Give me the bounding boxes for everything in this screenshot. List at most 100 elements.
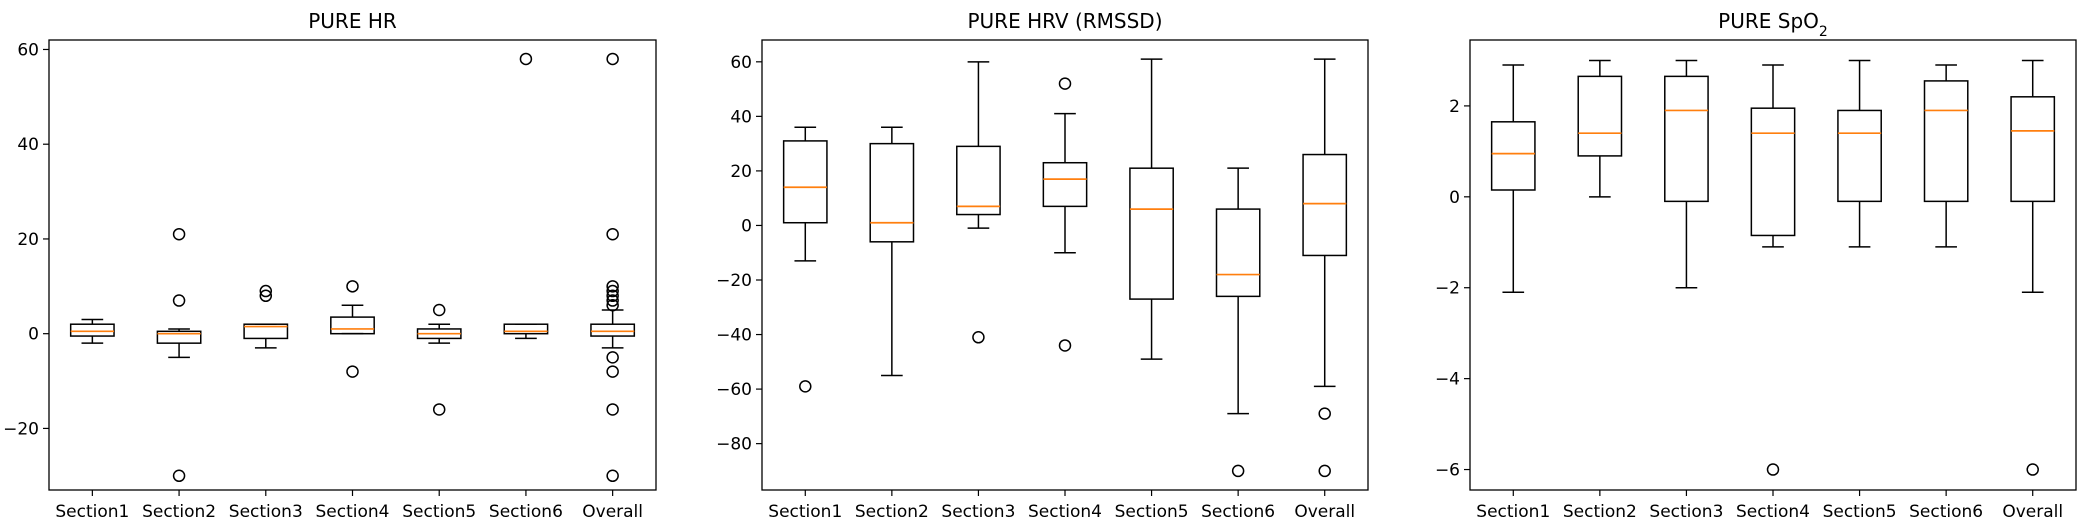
iqr-box (1664, 75, 1709, 203)
box-overall (2010, 59, 2056, 476)
outlier-point (606, 469, 619, 483)
iqr-box (1837, 109, 1882, 203)
x-tick-label: Section5 (1823, 502, 1897, 522)
y-tick-label: 0 (28, 325, 39, 345)
box-section5 (1129, 58, 1174, 360)
box-section2 (156, 227, 202, 483)
box-section5 (416, 303, 462, 416)
box-section6 (1923, 64, 1969, 248)
box-section1 (69, 318, 115, 344)
chart-panel-2: PURE HRV (RMSSD) −80 −60 −40 −20 0 20 40 60 Secti… (716, 9, 1369, 522)
x-tick-label: Section2 (855, 502, 929, 522)
x-tick-label: Section6 (489, 502, 563, 522)
box-section3 (1664, 59, 1709, 289)
y-tick-label: 20 (730, 162, 752, 182)
outlier-point (1766, 463, 1780, 476)
y-tick-label: −80 (716, 435, 752, 455)
iqr-box (1129, 167, 1174, 300)
x-tick-label: Section2 (1563, 502, 1637, 522)
x-tick-label: Section4 (1736, 502, 1810, 522)
x-tick-label: Overall (1294, 502, 1355, 522)
chart-title: PURE SpO2 (1718, 9, 1828, 40)
box-section6 (503, 52, 549, 340)
box-section5 (1837, 59, 1882, 248)
iqr-box (1490, 121, 1536, 191)
outlier-point (606, 294, 619, 307)
outlier-point (606, 284, 619, 298)
y-tick-label: 40 (730, 107, 752, 127)
x-tick-label: Section4 (316, 502, 390, 522)
x-tick-label: Overall (2002, 502, 2063, 522)
outlier-point (1058, 77, 1072, 90)
outlier-point (259, 284, 273, 298)
y-tick-label: −60 (716, 380, 752, 400)
outlier-point (1231, 464, 1245, 478)
iqr-box (2010, 96, 2056, 203)
y-tick-label: 0 (1449, 188, 1460, 208)
box-section2 (1577, 59, 1623, 198)
box-section4 (1750, 64, 1796, 476)
chart-title: PURE HRV (RMSSD) (967, 9, 1162, 33)
y-tick-label: 60 (17, 40, 39, 60)
x-tick-label: Section1 (768, 502, 842, 522)
x-tick-label: Overall (582, 502, 643, 522)
iqr-box (243, 323, 289, 340)
outlier-point (606, 403, 619, 416)
box-section2 (869, 126, 915, 377)
outlier-point (259, 289, 273, 303)
iqr-box (590, 323, 636, 337)
outlier-point (172, 227, 186, 241)
iqr-box (782, 140, 828, 224)
x-tick-label: Section4 (1028, 502, 1102, 522)
iqr-box (869, 142, 915, 243)
outlier-point (972, 331, 985, 344)
x-tick-label: Section2 (142, 502, 216, 522)
y-tick-label: −2 (1435, 279, 1460, 299)
x-tick-label: Section3 (229, 502, 303, 522)
iqr-box (1302, 153, 1348, 257)
box-overall (1302, 58, 1348, 478)
y-tick-label: −20 (3, 419, 39, 439)
box-section6 (1215, 167, 1261, 478)
y-tick-label: 0 (741, 216, 752, 236)
box-section4 (1042, 77, 1088, 352)
outlier-point (1318, 407, 1331, 420)
outlier-point (606, 52, 619, 66)
iqr-box (69, 323, 115, 337)
y-tick-label: −20 (716, 271, 752, 291)
x-tick-label: Section3 (1649, 502, 1723, 522)
iqr-box (956, 145, 1001, 216)
outlier-point (606, 351, 619, 364)
x-tick-label: Section3 (941, 502, 1015, 522)
outlier-point (1318, 464, 1331, 478)
iqr-box (1923, 80, 1969, 203)
outlier-point (606, 299, 619, 312)
box-section3 (243, 284, 289, 349)
axes-frame (48, 39, 657, 491)
axes-frame (761, 39, 1369, 491)
iqr-box (1042, 161, 1088, 208)
x-tick-label: Section1 (55, 502, 129, 522)
y-tick-label: 40 (17, 135, 39, 155)
outlier-point (172, 294, 186, 307)
box-section1 (782, 126, 828, 393)
outlier-point (606, 289, 619, 303)
box-section4 (330, 280, 375, 378)
x-tick-label: Section5 (1115, 502, 1189, 522)
chart-title: PURE HR (308, 9, 397, 33)
x-tick-label: Section1 (1476, 502, 1550, 522)
iqr-box (156, 330, 202, 344)
outlier-point (346, 365, 359, 378)
outlier-point (1058, 339, 1072, 352)
outlier-point (2026, 463, 2039, 476)
x-tick-label: Section6 (1909, 502, 1983, 522)
y-tick-label: −4 (1435, 370, 1460, 390)
outlier-point (606, 227, 619, 241)
iqr-box (330, 316, 375, 335)
outlier-point (606, 365, 619, 378)
x-tick-label: Section6 (1201, 502, 1275, 522)
outlier-point (346, 280, 359, 293)
y-tick-label: 2 (1449, 97, 1460, 117)
iqr-box (1750, 107, 1796, 237)
